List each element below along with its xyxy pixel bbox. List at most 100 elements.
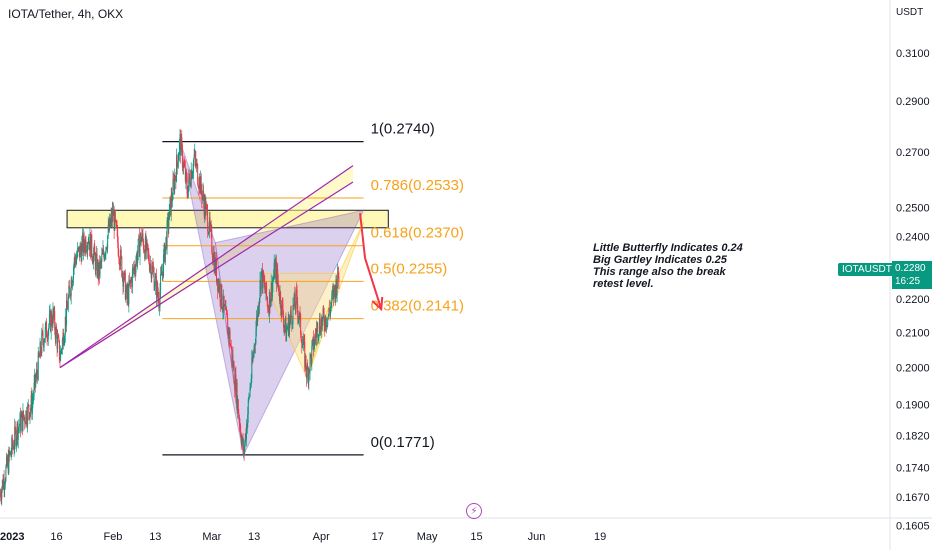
fib-level-label: 0.786(0.2533)	[371, 177, 464, 194]
candle-body	[323, 314, 325, 326]
candle-body	[214, 256, 216, 274]
candle-body	[305, 355, 307, 372]
candle-body	[132, 268, 134, 271]
candle-body	[265, 282, 267, 294]
candle-body	[220, 284, 222, 305]
candle-body	[217, 278, 219, 291]
candle-body	[133, 266, 135, 271]
candle-body	[151, 273, 153, 279]
candle-body	[8, 450, 10, 473]
candle-body	[251, 357, 253, 362]
price-tick-label: 0.2200	[896, 294, 930, 306]
annotation-line: Big Gartley Indicates 0.25	[593, 254, 727, 266]
candle-body	[24, 422, 26, 425]
candle-body	[4, 484, 6, 489]
candle-body	[193, 159, 195, 171]
candle-body	[120, 249, 122, 266]
candle-body	[17, 427, 19, 440]
candle-body	[15, 429, 17, 447]
candle-body	[148, 252, 150, 263]
candle-body	[292, 304, 294, 325]
candle-body	[149, 265, 151, 271]
candle-body	[195, 159, 197, 167]
candle-body	[14, 426, 16, 430]
candle-body	[71, 282, 73, 288]
fib-level-label: 0.382(0.2141)	[371, 298, 464, 315]
candle-body	[330, 303, 332, 307]
candle-body	[69, 288, 71, 296]
candle-body	[51, 314, 53, 324]
candle-body	[284, 317, 286, 326]
candle-body	[227, 317, 229, 335]
candle-body	[124, 273, 126, 300]
candle-body	[176, 155, 177, 182]
candle-body	[307, 368, 309, 382]
candle-body	[222, 310, 224, 312]
candle-body	[273, 262, 275, 277]
candle-body	[179, 133, 181, 142]
candle-body	[117, 242, 119, 256]
candle-body	[108, 224, 110, 231]
candle-body	[264, 282, 266, 290]
candle-body	[31, 400, 33, 414]
candle-body	[290, 310, 292, 318]
candle-body	[271, 282, 273, 298]
candle-body	[26, 422, 28, 425]
candle-body	[309, 354, 311, 373]
candle-body	[139, 242, 141, 257]
candle-body	[335, 279, 337, 299]
time-tick-label: 16	[50, 531, 62, 543]
candle-body	[232, 355, 234, 369]
candle-body	[289, 317, 291, 322]
candle-body	[267, 300, 269, 309]
candle-body	[106, 248, 108, 250]
candle-body	[240, 436, 242, 445]
candle-body	[258, 306, 260, 315]
annotation-line: This range also the break	[593, 266, 726, 278]
candle-body	[286, 328, 288, 330]
candle-body	[164, 244, 166, 263]
candle-body	[141, 233, 143, 239]
candle-body	[328, 308, 330, 311]
candle-body	[124, 271, 126, 274]
candle-body	[70, 280, 72, 297]
events-icon[interactable]: ⚡	[466, 503, 482, 519]
candle-body	[279, 292, 281, 301]
candle-body	[183, 162, 185, 168]
symbol-tag: IOTAUSDT	[838, 262, 896, 276]
candle-body	[236, 382, 238, 401]
candle-body	[247, 399, 249, 415]
candle-body	[44, 338, 46, 342]
candle-body	[74, 255, 76, 260]
candle-body	[184, 167, 186, 182]
fib-level-label: 1(0.2740)	[371, 121, 435, 138]
price-tick-label: 0.2000	[896, 363, 930, 375]
candle-body	[39, 342, 41, 357]
candle-body	[87, 243, 89, 245]
candle-body	[219, 284, 221, 301]
candle-body	[147, 251, 149, 253]
candle-body	[93, 253, 95, 264]
bar-countdown: 16:25	[895, 276, 921, 287]
candle-body	[59, 359, 61, 361]
candle-body	[54, 311, 56, 331]
candle-body	[327, 315, 329, 318]
candle-body	[201, 190, 203, 201]
price-tick-label: 0.2900	[896, 96, 930, 108]
candle-body	[79, 245, 81, 258]
candle-body	[85, 250, 87, 252]
candle-body	[175, 176, 177, 182]
candle-body	[210, 226, 212, 230]
candle-body	[125, 290, 127, 300]
candle-body	[239, 424, 241, 427]
candle-body	[51, 323, 53, 326]
candle-body	[288, 321, 290, 336]
candle-body	[208, 217, 210, 233]
candle-body	[21, 412, 23, 418]
candle-body	[173, 178, 175, 180]
candle-body	[90, 233, 92, 258]
candle-body	[172, 178, 174, 200]
candle-body	[45, 321, 47, 338]
